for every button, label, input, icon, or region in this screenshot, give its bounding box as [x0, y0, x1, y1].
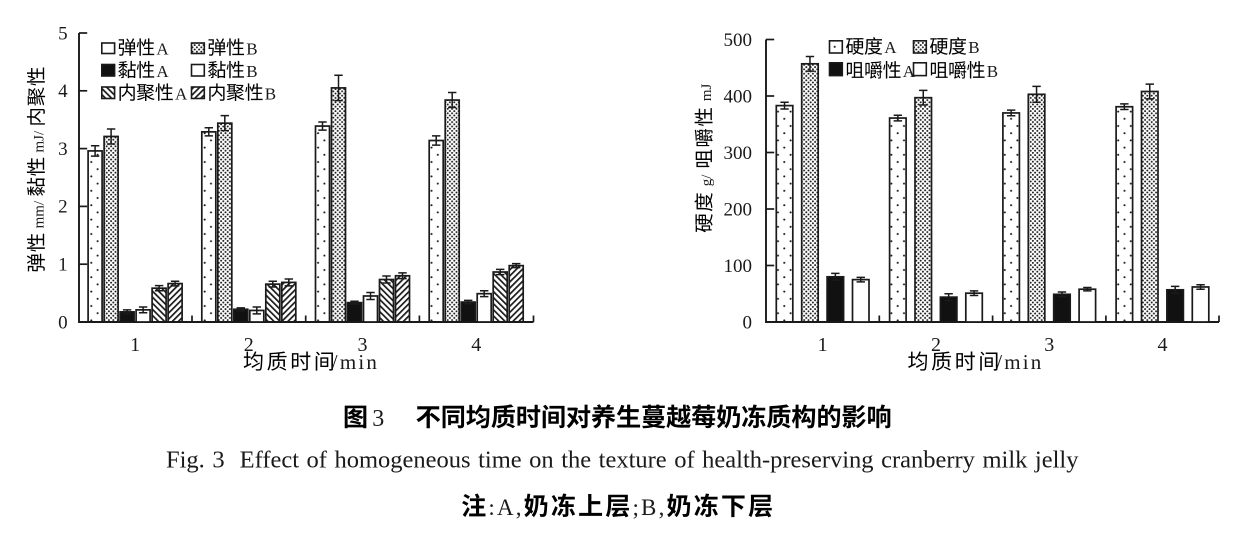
svg-text:1: 1 [130, 334, 140, 356]
svg-text:5: 5 [58, 23, 68, 44]
svg-text:300: 300 [724, 143, 753, 164]
svg-text:3: 3 [372, 406, 384, 432]
svg-text:B: B [968, 38, 979, 57]
svg-text:3: 3 [58, 139, 68, 160]
svg-text:3: 3 [358, 334, 368, 356]
svg-text:A: A [175, 84, 188, 103]
svg-text:A: A [497, 495, 514, 520]
svg-text:2: 2 [931, 334, 941, 356]
svg-text:B: B [265, 84, 276, 103]
svg-text:B: B [641, 495, 656, 520]
svg-text:,: , [659, 495, 665, 520]
svg-text:g/: g/ [699, 174, 715, 187]
svg-text:4: 4 [471, 334, 481, 356]
svg-text:B: B [246, 62, 257, 81]
svg-text:B: B [987, 62, 998, 81]
svg-text:A: A [156, 39, 169, 58]
svg-text:A: A [884, 38, 897, 57]
svg-text:1: 1 [58, 255, 68, 276]
svg-text:mm/: mm/ [31, 200, 47, 228]
svg-text:,: , [516, 495, 522, 520]
svg-text:4: 4 [58, 81, 68, 102]
svg-text:0: 0 [58, 312, 68, 333]
svg-text:;: ; [633, 495, 639, 520]
svg-text:400: 400 [724, 86, 753, 107]
svg-text:2: 2 [58, 197, 68, 218]
svg-text:500: 500 [724, 30, 753, 51]
svg-text:/min: /min [332, 350, 379, 374]
svg-text:100: 100 [724, 256, 753, 277]
svg-text::: : [488, 495, 494, 520]
svg-text:2: 2 [244, 334, 254, 356]
svg-text:A: A [903, 62, 916, 81]
svg-text:Fig. 3 Effect of homogeneous: Fig. 3 Effect of homogeneous time on the… [166, 446, 1079, 473]
svg-text:0: 0 [743, 312, 753, 333]
svg-text:1: 1 [818, 334, 828, 356]
svg-text:/min: /min [996, 350, 1043, 374]
svg-text:4: 4 [1158, 334, 1168, 356]
svg-text:B: B [246, 39, 257, 58]
svg-text:200: 200 [724, 199, 753, 220]
svg-text:mJ/: mJ/ [31, 130, 47, 153]
svg-text:3: 3 [1044, 334, 1054, 356]
svg-text:A: A [156, 62, 169, 81]
svg-text:mJ: mJ [699, 83, 715, 101]
